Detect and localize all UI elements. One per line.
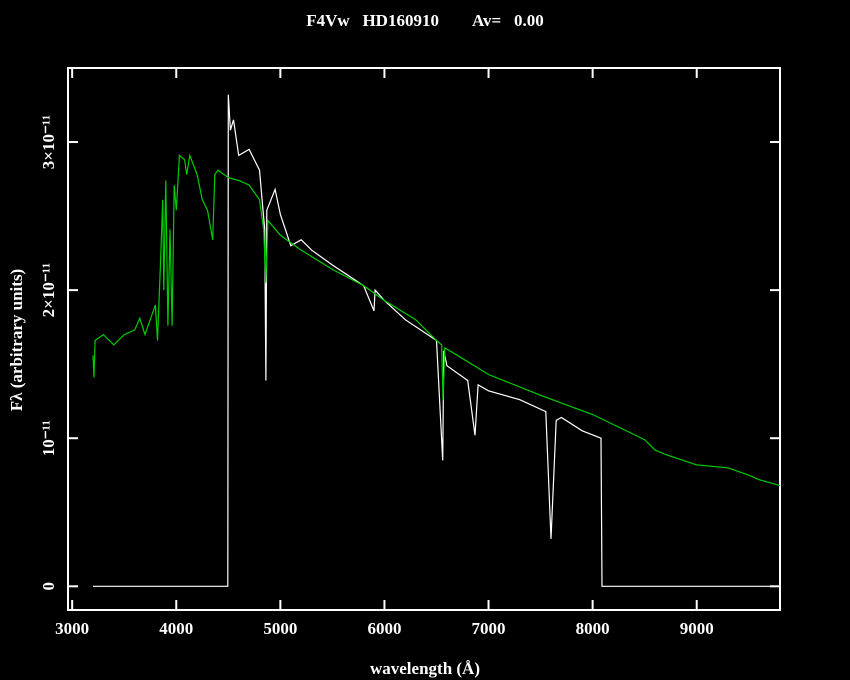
x-axis-label: wavelength (Å) [370, 659, 480, 678]
chart-title: F4Vw HD160910 Av= 0.00 [306, 11, 543, 30]
x-tick-label: 5000 [263, 619, 297, 638]
spectrum-line [92, 153, 781, 487]
plot-frame [67, 67, 781, 611]
x-tick-label: 6000 [367, 619, 401, 638]
x-tick-label: 8000 [576, 619, 610, 638]
y-tick-label: 0 [39, 582, 58, 591]
y-tick-label: 10⁻¹¹ [39, 420, 58, 456]
x-tick-label: 3000 [55, 619, 89, 638]
y-axis-label: Fλ (arbitrary units) [7, 269, 26, 411]
y-tick-label: 2×10⁻¹¹ [39, 263, 58, 317]
x-tick-label: 7000 [472, 619, 506, 638]
x-tick-label: 4000 [159, 619, 193, 638]
spectrum-line [93, 94, 780, 587]
y-tick-label: 3×10⁻¹¹ [39, 115, 58, 169]
x-tick-label: 9000 [680, 619, 714, 638]
